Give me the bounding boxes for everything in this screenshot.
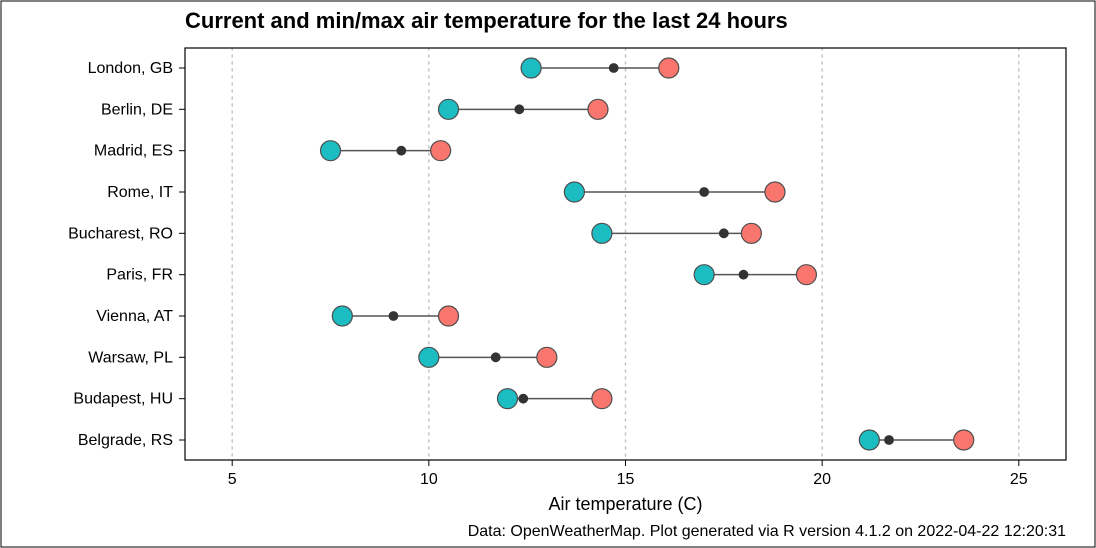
x-tick-label: 25 [1010,471,1028,488]
max-point [796,265,816,285]
current-point [397,146,406,155]
max-point [537,347,557,367]
min-point [694,265,714,285]
y-tick-label: Paris, FR [106,267,173,284]
max-point [765,182,785,202]
max-point [592,389,612,409]
min-point [439,99,459,119]
y-tick-label: Belgrade, RS [78,432,173,449]
y-tick-label: Bucharest, RO [68,225,173,242]
current-point [389,312,398,321]
min-point [419,347,439,367]
chart-caption: Data: OpenWeatherMap. Plot generated via… [468,523,1066,540]
max-point [431,141,451,161]
current-point [519,394,528,403]
current-point [719,229,728,238]
max-point [659,58,679,78]
current-point [491,353,500,362]
min-point [592,223,612,243]
y-tick-label: Berlin, DE [101,101,173,118]
x-axis-label: Air temperature (C) [548,494,702,514]
x-tick-label: 10 [420,471,438,488]
x-tick-label: 5 [228,471,237,488]
x-tick-label: 20 [813,471,831,488]
y-tick-label: London, GB [88,60,173,77]
max-point [588,99,608,119]
chart-title: Current and min/max air temperature for … [185,8,788,33]
min-point [521,58,541,78]
min-point [564,182,584,202]
current-point [885,436,894,445]
current-point [515,105,524,114]
current-point [700,188,709,197]
y-tick-label: Rome, IT [107,184,173,201]
min-point [498,389,518,409]
max-point [439,306,459,326]
min-point [332,306,352,326]
max-point [741,223,761,243]
min-point [859,430,879,450]
chart-frame: 5 10 15 20 25 London, GB Berlin, DE Madrid, ES R… [0,0,1096,548]
y-tick-label: Budapest, HU [73,391,173,408]
y-tick-label: Warsaw, PL [88,349,173,366]
x-tick-label: 15 [617,471,635,488]
min-point [321,141,341,161]
y-tick-label: Madrid, ES [94,143,173,160]
max-point [954,430,974,450]
current-point [609,64,618,73]
current-point [739,270,748,279]
chart-svg: 5 10 15 20 25 London, GB Berlin, DE Madrid, ES R… [0,0,1096,548]
y-tick-label: Vienna, AT [96,308,173,325]
